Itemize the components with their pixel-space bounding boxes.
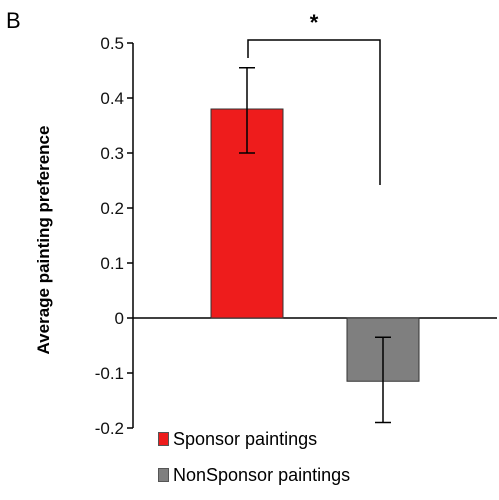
y-tick-label: 0.2 xyxy=(100,199,124,218)
y-tick-label: 0 xyxy=(115,309,124,328)
y-tick-label: -0.1 xyxy=(95,364,124,383)
panel-label: B xyxy=(6,8,21,33)
y-tick-label: -0.2 xyxy=(95,419,124,438)
significance-star: * xyxy=(310,10,319,35)
bars-group xyxy=(210,67,420,424)
legend-item-sponsor: Sponsor paintings xyxy=(158,428,350,450)
y-tick-label: 0.4 xyxy=(100,89,124,108)
legend-item-nonsponsor: NonSponsor paintings xyxy=(158,464,350,486)
legend-label-sponsor: Sponsor paintings xyxy=(173,428,318,449)
significance-line xyxy=(247,39,381,185)
legend-label-nonsponsor: NonSponsor paintings xyxy=(173,464,351,485)
y-tick-label: 0.5 xyxy=(100,34,124,53)
y-tick-label: 0.1 xyxy=(100,254,124,273)
significance-bracket: * xyxy=(247,10,381,185)
legend-swatch-nonsponsor xyxy=(158,468,169,482)
legend-swatch-sponsor xyxy=(158,432,169,446)
legend: Sponsor paintings NonSponsor paintings xyxy=(158,428,350,500)
y-tick-label: 0.3 xyxy=(100,144,124,163)
y-axis: -0.2 -0.1 0 0.1 0.2 0.3 0.4 0.5 xyxy=(95,34,497,438)
